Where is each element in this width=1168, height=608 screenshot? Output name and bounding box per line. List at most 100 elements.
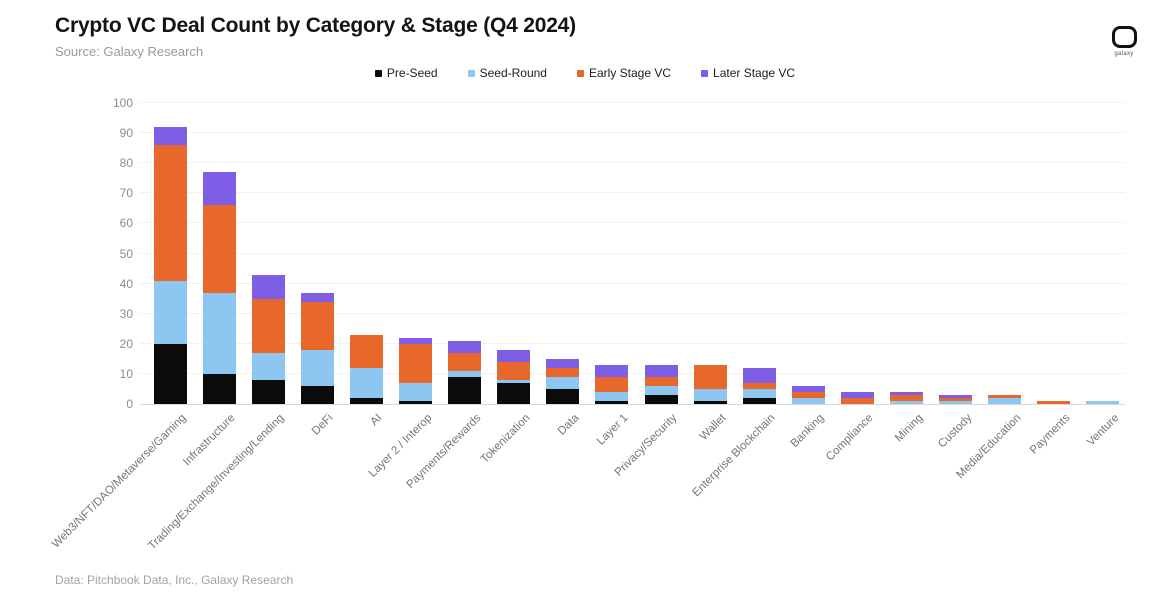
x-tick-infrastructure: Infrastructure (181, 412, 238, 469)
legend-label: Pre-Seed (386, 66, 438, 80)
bar-segment-web3-nft-dao-metaverse-gaming-later-stage-vc (153, 127, 187, 146)
bar-segment-enterprise-blockchain-later-stage-vc (742, 367, 776, 383)
x-tick-data: Data (555, 412, 582, 438)
x-tick-layer-2-interop: Layer 2 / Interop (366, 412, 434, 480)
bar-segment-layer-2-interop-seed-round (399, 382, 432, 401)
x-tick-enterprise-blockchain: Enterprise Blockchain (690, 412, 778, 500)
gridline-70 (140, 192, 1125, 194)
gridline-90 (140, 132, 1125, 134)
bar-segment-infrastructure-early-stage-vc (202, 205, 236, 293)
bar-segment-mining-seed-round (890, 401, 923, 404)
chart-title: Crypto VC Deal Count by Category & Stage… (55, 14, 576, 37)
legend-label: Later Stage VC (713, 66, 796, 80)
bar-segment-enterprise-blockchain-pre-seed (742, 397, 776, 404)
bar-segment-defi-pre-seed (300, 385, 334, 404)
bar-segment-ai-seed-round (349, 367, 383, 398)
galaxy-logo: galaxy (1104, 26, 1144, 57)
bar-segment-wallet-seed-round (693, 388, 727, 401)
bar-segment-custody-early-stage-vc (939, 398, 973, 401)
y-tick-80: 80 (119, 156, 133, 171)
gridline-20 (140, 342, 1125, 344)
legend-label: Early Stage VC (588, 66, 672, 80)
bar-segment-infrastructure-later-stage-vc (202, 172, 236, 206)
y-tick-60: 60 (119, 216, 133, 231)
gridline-30 (140, 312, 1125, 314)
legend-item-seed-round: Seed-Round (467, 66, 547, 80)
bar-segment-trading-exchange-investing-lending-seed-round (251, 352, 285, 380)
bar-segment-privacy-security-seed-round (644, 385, 678, 395)
bar-segment-tokenization-early-stage-vc (497, 361, 531, 380)
x-tick-layer-1: Layer 1 (594, 412, 631, 448)
bar-segment-mining-early-stage-vc (890, 394, 923, 401)
bar-segment-enterprise-blockchain-seed-round (742, 388, 776, 398)
bar-segment-layer-2-interop-later-stage-vc (399, 337, 432, 344)
x-tick-wallet: Wallet (697, 412, 729, 443)
bar-segment-enterprise-blockchain-early-stage-vc (742, 382, 776, 389)
bar-segment-payments-early-stage-vc (1037, 401, 1071, 404)
x-tick-venture: Venture (1084, 412, 1122, 449)
x-tick-trading-exchange-investing-lending: Trading/Exchange/Investing/Lending (146, 412, 287, 553)
bar-segment-custody-seed-round (939, 401, 973, 404)
bar-segment-layer-1-early-stage-vc (595, 376, 629, 392)
y-tick-100: 100 (112, 96, 133, 110)
bar-segment-trading-exchange-investing-lending-early-stage-vc (251, 298, 285, 353)
gridline-40 (140, 282, 1125, 284)
bar-segment-layer-2-interop-early-stage-vc (399, 343, 432, 383)
bar-segment-mining-later-stage-vc (890, 391, 923, 395)
bar-segment-trading-exchange-investing-lending-pre-seed (251, 379, 285, 404)
bar-segment-layer-1-pre-seed (595, 401, 629, 404)
gridline-80 (140, 162, 1125, 164)
bar-segment-web3-nft-dao-metaverse-gaming-seed-round (153, 280, 187, 344)
data-attribution: Data: Pitchbook Data, Inc., Galaxy Resea… (55, 573, 294, 587)
bar-segment-data-later-stage-vc (546, 358, 580, 368)
bar-segment-data-pre-seed (546, 388, 580, 404)
y-tick-30: 30 (119, 306, 133, 321)
plot-area (140, 102, 1125, 405)
bar-segment-compliance-early-stage-vc (840, 397, 874, 404)
bar-segment-media-education-early-stage-vc (988, 394, 1022, 398)
bar-segment-layer-2-interop-pre-seed (399, 401, 432, 404)
bar-segment-payments-rewards-seed-round (448, 370, 482, 377)
bar-segment-privacy-security-early-stage-vc (644, 376, 678, 386)
bar-segment-tokenization-later-stage-vc (497, 349, 531, 362)
legend-swatch-icon (576, 69, 584, 77)
bar-segment-banking-seed-round (791, 397, 825, 404)
bar-segment-defi-early-stage-vc (300, 301, 334, 350)
x-tick-ai: AI (368, 412, 385, 429)
bar-segment-trading-exchange-investing-lending-later-stage-vc (251, 274, 285, 299)
y-tick-70: 70 (119, 186, 133, 201)
bar-segment-privacy-security-pre-seed (644, 394, 678, 404)
bar-segment-data-early-stage-vc (546, 367, 580, 377)
x-tick-payments-rewards: Payments/Rewards (404, 412, 484, 491)
bar-segment-custody-later-stage-vc (939, 394, 973, 398)
y-tick-50: 50 (119, 246, 133, 261)
bar-segment-banking-later-stage-vc (791, 385, 825, 392)
x-tick-mining: Mining (892, 412, 925, 445)
bar-segment-media-education-seed-round (988, 397, 1022, 404)
bar-segment-ai-early-stage-vc (349, 334, 383, 368)
x-tick-defi: DeFi (310, 412, 336, 438)
x-tick-compliance: Compliance (824, 412, 876, 464)
x-tick-banking: Banking (788, 412, 827, 450)
bar-segment-venture-seed-round (1086, 401, 1120, 404)
bar-segment-data-seed-round (546, 376, 580, 389)
bar-segment-defi-seed-round (300, 349, 334, 386)
galaxy-logo-icon (1111, 26, 1137, 48)
legend-item-later-stage-vc: Later Stage VC (701, 66, 795, 80)
bar-segment-layer-1-seed-round (595, 391, 629, 401)
bar-segment-privacy-security-later-stage-vc (644, 364, 678, 377)
bar-segment-infrastructure-pre-seed (202, 373, 236, 404)
gridline-10 (140, 372, 1125, 374)
bar-segment-ai-pre-seed (349, 397, 383, 404)
y-tick-0: 0 (126, 397, 133, 411)
bar-segment-payments-rewards-later-stage-vc (448, 340, 482, 353)
bar-segment-tokenization-pre-seed (497, 382, 531, 404)
legend: Pre-Seed Seed-Round Early Stage VC Later St… (300, 66, 870, 80)
legend-item-pre-seed: Pre-Seed (374, 66, 438, 80)
chart-source: Source: Galaxy Research (55, 44, 204, 59)
bar-segment-web3-nft-dao-metaverse-gaming-pre-seed (153, 343, 187, 404)
bar-segment-payments-rewards-early-stage-vc (448, 352, 482, 371)
bar-segment-compliance-later-stage-vc (840, 391, 874, 398)
legend-swatch-icon (701, 69, 709, 77)
